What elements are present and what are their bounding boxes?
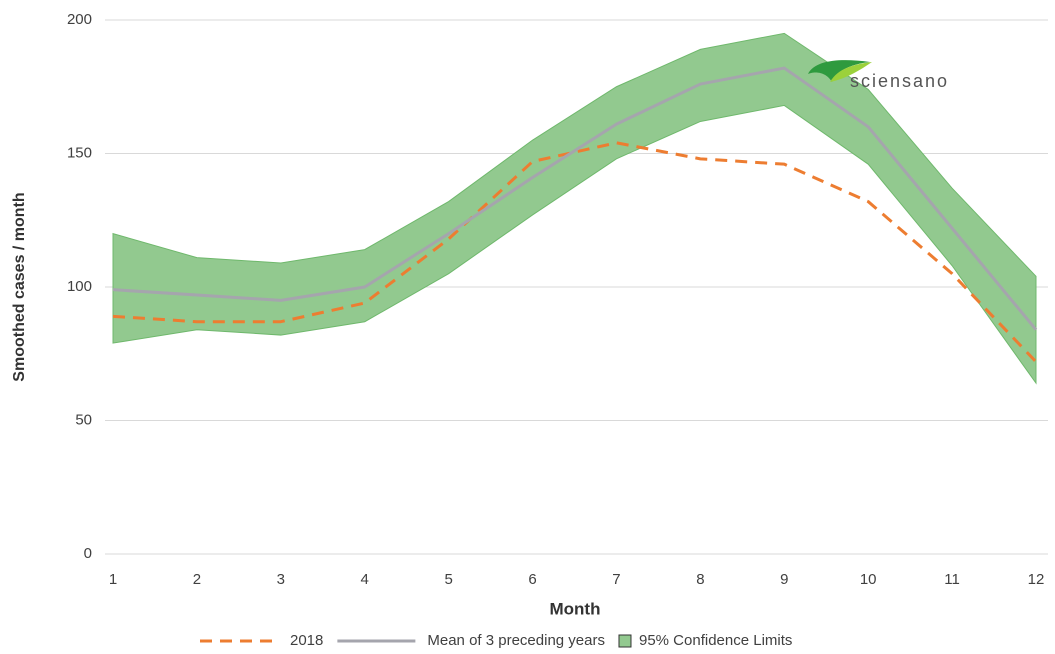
y-tick-label: 0 xyxy=(84,545,92,562)
y-tick-label: 150 xyxy=(67,144,92,161)
x-tick-label: 2 xyxy=(193,571,201,588)
x-tick-label: 6 xyxy=(528,571,536,588)
legend-label: 2018 xyxy=(290,632,323,649)
confidence-band xyxy=(112,32,1037,385)
x-tick-label: 3 xyxy=(277,571,285,588)
x-tick-label: 11 xyxy=(944,571,960,588)
x-tick-label: 4 xyxy=(361,571,369,588)
legend-label: 95% Confidence Limits xyxy=(639,632,792,649)
y-axis-title: Smoothed cases / month xyxy=(11,192,28,381)
logo: sciensano xyxy=(808,60,949,91)
logo-leaf xyxy=(808,60,870,82)
legend-label: Mean of 3 preceding years xyxy=(427,632,605,649)
legend-swatch xyxy=(618,634,632,648)
x-tick-label: 12 xyxy=(1028,571,1045,588)
y-tick-label: 100 xyxy=(67,278,92,295)
y-tick-label: 50 xyxy=(75,411,92,428)
x-tick-label: 7 xyxy=(612,571,620,588)
x-tick-label: 8 xyxy=(696,571,704,588)
logo-text: sciensano xyxy=(850,71,949,91)
x-tick-label: 1 xyxy=(109,571,117,588)
series-line xyxy=(112,66,1038,331)
x-tick-label: 9 xyxy=(780,571,788,588)
x-axis-title: Month xyxy=(550,599,601,618)
x-tick-label: 5 xyxy=(444,571,452,588)
logo-leaf xyxy=(830,62,872,82)
legend: 2018 Mean of 3 preceding years 95% Confide… xyxy=(200,632,792,649)
x-tick-label: 10 xyxy=(860,571,877,588)
y-tick-label: 200 xyxy=(67,11,92,28)
